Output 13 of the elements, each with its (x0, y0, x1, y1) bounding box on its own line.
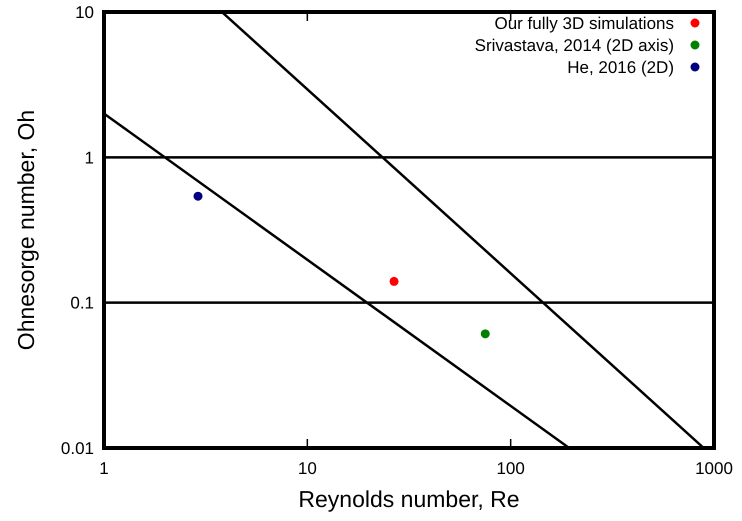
x-tick-label: 100 (496, 459, 525, 478)
x-axis-title: Reynolds number, Re (298, 486, 520, 512)
y-tick-label: 1 (84, 148, 94, 168)
x-tick-label: 10 (298, 459, 317, 478)
y-axis-title: Ohnesorge number, Oh (13, 110, 39, 350)
legend-label: Srivastava, 2014 (2D axis) (474, 36, 674, 55)
legend-label: He, 2016 (2D) (567, 58, 674, 77)
x-tick-label: 1000 (695, 459, 733, 478)
y-tick-label: 0.01 (60, 439, 94, 458)
legend-label: Our fully 3D simulations (494, 14, 674, 33)
y-tick-label: 0.1 (70, 294, 94, 313)
y-tick-label: 10 (75, 3, 94, 22)
x-tick-label: 1 (99, 459, 109, 478)
